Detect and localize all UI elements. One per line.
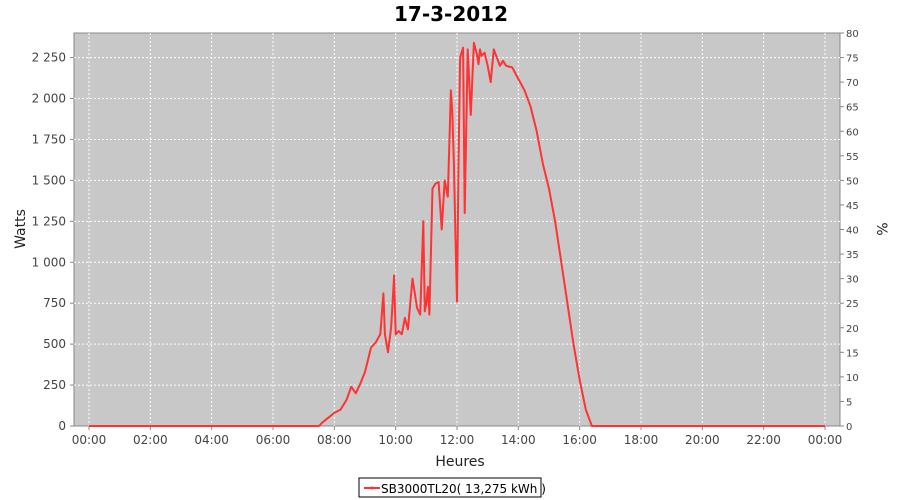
x-tick-label: 02:00 (133, 433, 168, 447)
legend-marker (370, 486, 374, 490)
x-tick-label: 14:00 (501, 433, 536, 447)
x-tick-label: 12:00 (440, 433, 475, 447)
x-tick-label: 20:00 (685, 433, 720, 447)
x-tick-label: 04:00 (194, 433, 229, 447)
series-line (89, 41, 825, 427)
y2-tick-label: 5 (846, 397, 852, 408)
y2-tick-label: 20 (846, 324, 859, 335)
y2-tick-label: 80 (846, 29, 859, 40)
y2-tick-label: 75 (846, 54, 859, 65)
x-tick-label: 16:00 (562, 433, 597, 447)
y2-tick-label: 25 (846, 299, 859, 310)
x-tick-label: 18:00 (624, 433, 659, 447)
y2-tick-label: 35 (846, 250, 859, 261)
y2-tick-label: 30 (846, 275, 859, 286)
x-tick-label: 00:00 (72, 433, 107, 447)
y2-tick-label: 50 (846, 176, 859, 187)
x-axis-label: Heures (435, 454, 484, 470)
legend-box (358, 477, 542, 498)
x-tick-label: 06:00 (256, 433, 291, 447)
x-tick-label: 10:00 (378, 433, 413, 447)
legend-label: SB3000TL20( 13,275 kWh ) (381, 482, 546, 496)
y-tick-label: 2 000 (32, 92, 66, 106)
grid-lines (74, 33, 840, 426)
y2-tick-label: 70 (846, 78, 859, 89)
y-tick-label: 750 (43, 296, 66, 310)
y-axis: 0 250 500 750 1 000 1 250 1 500 1 750 2 000 2 250 (32, 51, 74, 433)
y2-tick-label: 0 (846, 422, 852, 433)
y-tick-label: 250 (43, 378, 66, 392)
x-tick-label: 08:00 (317, 433, 352, 447)
y-tick-label: 1 500 (32, 173, 66, 187)
x-tick-label: 00:00 (808, 433, 843, 447)
y2-tick-label: 45 (846, 201, 859, 212)
y2-tick-label: 60 (846, 127, 859, 138)
y2-tick-label: 40 (846, 226, 859, 237)
y2-tick-label: 10 (846, 373, 859, 384)
x-tick-label: 22:00 (746, 433, 781, 447)
x-axis: 00:00 02:00 04:00 06:00 08:00 10:00 12:00 14:00… (72, 426, 843, 447)
y2-tick-label: 65 (846, 103, 859, 114)
chart-title: 17-3-2012 (394, 2, 508, 26)
y-tick-label: 1 000 (32, 255, 66, 269)
y2-tick-label: 15 (846, 348, 859, 359)
y-axis-label: Watts (13, 209, 29, 249)
legend: SB3000TL20( 13,275 kWh ) (358, 477, 546, 498)
y2-axis: 0 5 10 15 20 25 30 35 40 45 50 55 60 65 70 75 80 (840, 29, 859, 433)
y-tick-label: 1 750 (32, 132, 66, 146)
y-tick-label: 1 250 (32, 214, 66, 228)
y2-axis-label: % (873, 222, 889, 235)
y-tick-label: 0 (58, 419, 66, 433)
y2-tick-label: 55 (846, 152, 859, 163)
y-tick-label: 500 (43, 337, 66, 351)
y-tick-label: 2 250 (32, 51, 66, 65)
